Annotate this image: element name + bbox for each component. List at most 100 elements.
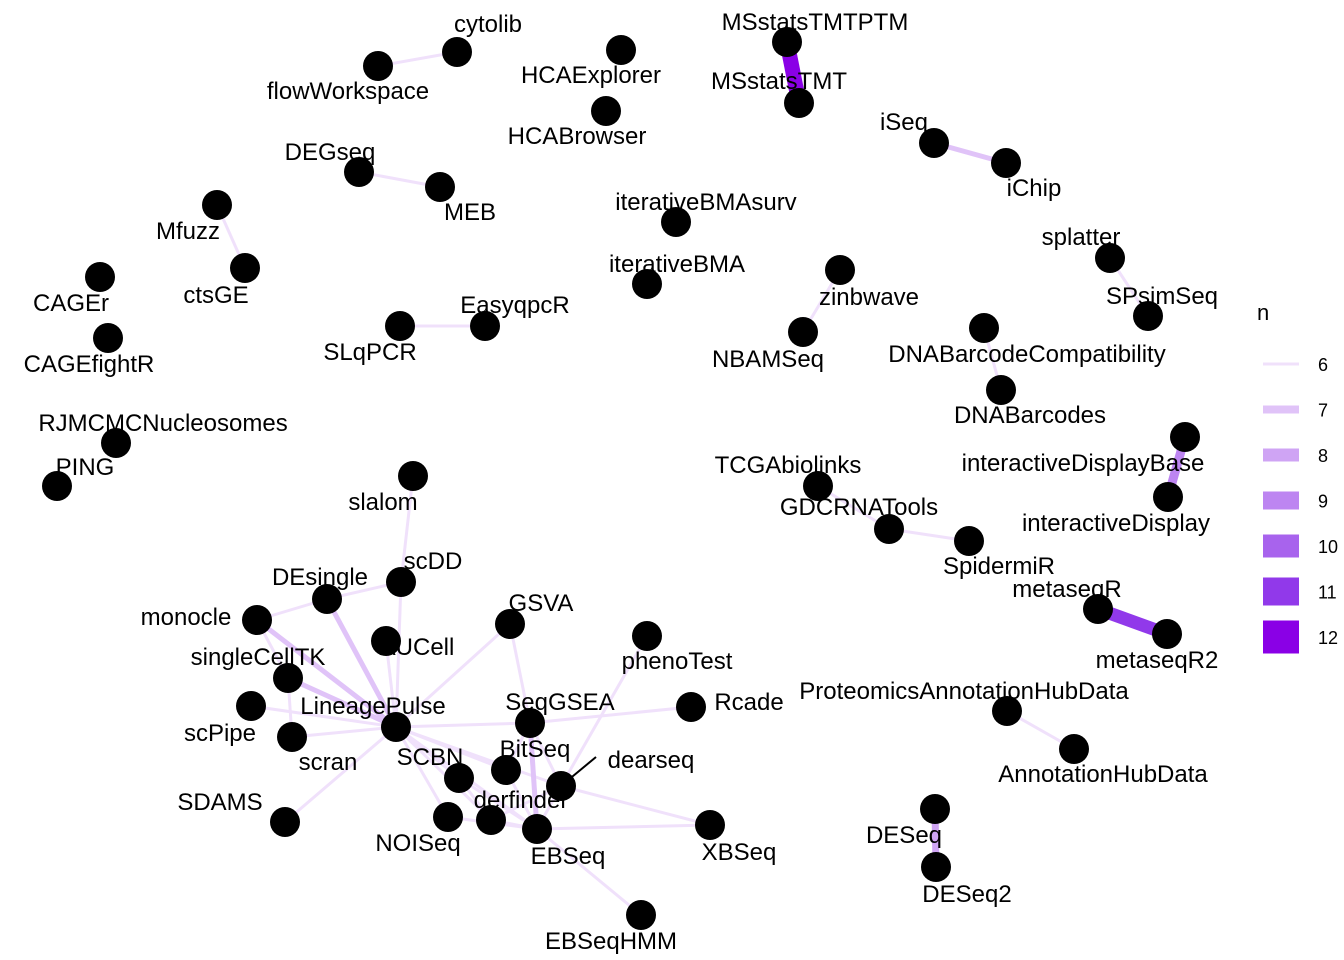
node-ProteomicsAnnotationHubData[interactable] — [992, 696, 1022, 726]
node-label-HCABrowser: HCABrowser — [508, 123, 647, 150]
node-label-flowWorkspace: flowWorkspace — [267, 78, 429, 105]
node-HCABrowser[interactable] — [591, 96, 621, 126]
node-XBSeq[interactable] — [695, 810, 725, 840]
node-iChip[interactable] — [991, 148, 1021, 178]
legend-label-12: 12 — [1318, 628, 1338, 648]
node-GSVA[interactable] — [495, 609, 525, 639]
node-DESeq2[interactable] — [921, 852, 951, 882]
legend-key-11 — [1263, 577, 1299, 606]
node-MSstatsTMTPTM[interactable] — [772, 27, 802, 57]
node-splatter[interactable] — [1095, 243, 1125, 273]
node-LineagePulse[interactable] — [381, 712, 411, 742]
node-phenoTest[interactable] — [632, 621, 662, 651]
node-label-SpidermiR: SpidermiR — [943, 553, 1055, 580]
node-label-CAGEfightR: CAGEfightR — [24, 351, 155, 378]
node-iSeq[interactable] — [919, 128, 949, 158]
node-label-iSeq: iSeq — [880, 109, 928, 136]
node-BitSeq[interactable] — [491, 755, 521, 785]
node-NOISeq[interactable] — [433, 802, 463, 832]
edge-LineagePulse-SeqGSEA — [395, 721, 531, 729]
node-DEsingle[interactable] — [312, 584, 342, 614]
node-SPsimSeq[interactable] — [1133, 301, 1163, 331]
node-scPipe[interactable] — [236, 691, 266, 721]
node-label-DEsingle: DEsingle — [272, 564, 368, 591]
edge-GSVA-LineagePulse — [394, 622, 512, 729]
node-label-MEB: MEB — [444, 199, 496, 226]
node-MSstatsTMT[interactable] — [784, 88, 814, 118]
node-Rcade[interactable] — [676, 692, 706, 722]
node-EasyqpcR[interactable] — [470, 311, 500, 341]
node-iterativeBMAsurv[interactable] — [661, 207, 691, 237]
node-flowWorkspace[interactable] — [363, 51, 393, 81]
edge-slalom-scDD — [399, 475, 415, 583]
legend-label-8: 8 — [1318, 446, 1328, 466]
legend-key-12 — [1263, 620, 1299, 654]
node-CAGEr[interactable] — [85, 262, 115, 292]
node-label-XBSeq: XBSeq — [702, 839, 777, 866]
node-label-scDD: scDD — [404, 548, 463, 575]
node-Mfuzz[interactable] — [202, 190, 232, 220]
legend-label-9: 9 — [1318, 492, 1328, 512]
node-slalom[interactable] — [398, 461, 428, 491]
node-RJMCMCNucleosomes[interactable] — [101, 428, 131, 458]
node-SLqPCR[interactable] — [385, 311, 415, 341]
node-interactiveDisplayBase[interactable] — [1170, 422, 1200, 452]
node-TCGAbiolinks[interactable] — [803, 471, 833, 501]
node-scran[interactable] — [277, 722, 307, 752]
node-metaseqR2[interactable] — [1152, 619, 1182, 649]
node-SCBN[interactable] — [444, 763, 474, 793]
node-label-cytolib: cytolib — [454, 11, 522, 38]
node-label-dearseq: dearseq — [608, 747, 695, 774]
node-EBSeq[interactable] — [522, 814, 552, 844]
node-scDD[interactable] — [386, 567, 416, 597]
node-iterativeBMA[interactable] — [632, 269, 662, 299]
node-cytolib[interactable] — [442, 37, 472, 67]
node-label-DEGseq: DEGseq — [285, 139, 376, 166]
node-label-SDAMS: SDAMS — [177, 789, 262, 816]
node-AnnotationHubData[interactable] — [1059, 734, 1089, 764]
node-NBAMSeq[interactable] — [788, 317, 818, 347]
edge-SeqGSEA-EBSeq — [527, 722, 540, 830]
node-AUCell[interactable] — [371, 626, 401, 656]
legend-label-10: 10 — [1318, 537, 1338, 557]
edge-phenoTest-dearseq — [559, 635, 649, 787]
legend-title: n — [1257, 300, 1269, 325]
node-label-singleCellTK: singleCellTK — [191, 644, 326, 671]
nodes-layer — [42, 27, 1200, 930]
node-DESeq[interactable] — [920, 794, 950, 824]
node-label-RJMCMCNucleosomes: RJMCMCNucleosomes — [38, 410, 287, 437]
node-CAGEfightR[interactable] — [93, 323, 123, 353]
node-monocle[interactable] — [242, 605, 272, 635]
node-DEGseq[interactable] — [344, 157, 374, 187]
node-EBSeqHMM[interactable] — [626, 900, 656, 930]
node-label-iChip: iChip — [1007, 175, 1062, 202]
node-SDAMS[interactable] — [270, 807, 300, 837]
node-GDCRNATools[interactable] — [874, 514, 904, 544]
node-label-DNABarcodes: DNABarcodes — [954, 402, 1106, 429]
node-label-metaseqR: metaseqR — [1012, 576, 1121, 603]
node-DNABarcodeCompatibility[interactable] — [969, 313, 999, 343]
node-zinbwave[interactable] — [825, 255, 855, 285]
edge-scPipe-LineagePulse — [250, 704, 397, 729]
node-dearseq[interactable] — [546, 771, 576, 801]
legend-key-6 — [1263, 362, 1299, 366]
node-label-metaseqR2: metaseqR2 — [1096, 647, 1219, 674]
node-label-LineagePulse: LineagePulse — [300, 693, 445, 720]
node-interactiveDisplay[interactable] — [1153, 482, 1183, 512]
node-singleCellTK[interactable] — [273, 663, 303, 693]
node-metaseqR[interactable] — [1083, 594, 1113, 624]
node-label-NOISeq: NOISeq — [375, 830, 460, 857]
node-SeqGSEA[interactable] — [515, 708, 545, 738]
node-SpidermiR[interactable] — [954, 526, 984, 556]
node-DNABarcodes[interactable] — [986, 375, 1016, 405]
node-label-SCBN: SCBN — [397, 744, 464, 771]
node-HCAExplorer[interactable] — [606, 35, 636, 65]
legend-key-9 — [1263, 491, 1299, 510]
edge-scran-LineagePulse — [291, 725, 397, 739]
node-ctsGE[interactable] — [230, 253, 260, 283]
node-MEB[interactable] — [425, 172, 455, 202]
node-label-PING: PING — [56, 454, 115, 481]
node-derfinder[interactable] — [476, 805, 506, 835]
node-PING[interactable] — [42, 471, 72, 501]
node-label-derfinder: derfinder — [474, 787, 569, 814]
